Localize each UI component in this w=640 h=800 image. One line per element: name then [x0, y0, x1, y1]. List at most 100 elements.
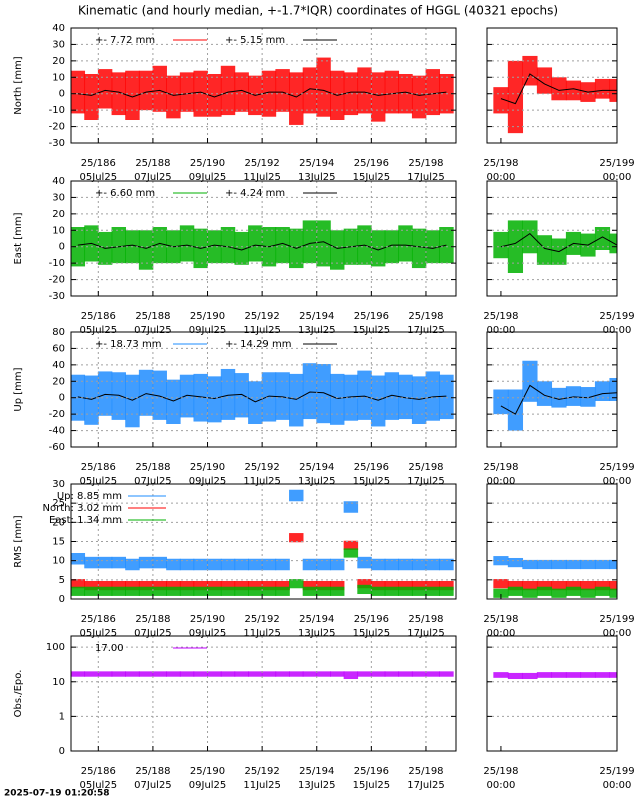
error-band — [275, 586, 290, 596]
legend-label: +- 5.15 mm — [225, 35, 285, 46]
error-band — [411, 75, 427, 119]
error-band — [289, 579, 304, 589]
x-tick-date: 00:00 — [603, 172, 632, 183]
error-band — [261, 586, 277, 596]
error-band — [507, 586, 524, 596]
error-band — [302, 558, 318, 571]
error-band — [71, 553, 86, 565]
error-band — [220, 558, 236, 571]
y-tick-label: 20 — [52, 376, 65, 387]
error-band — [316, 671, 331, 677]
legend-label: +- 18.73 mm — [95, 339, 161, 350]
x-tick-date: 05Jul25 — [80, 476, 118, 487]
error-band — [289, 533, 304, 543]
x-tick-label: 25/196 — [354, 311, 389, 322]
error-band — [248, 580, 263, 591]
legend-label: +- 14.29 mm — [225, 339, 291, 350]
error-band — [536, 586, 553, 596]
error-band — [370, 580, 386, 591]
error-band — [493, 672, 509, 678]
error-band — [330, 586, 345, 596]
error-band — [594, 672, 611, 678]
x-tick-date: 09Jul25 — [189, 172, 227, 183]
error-band — [580, 387, 596, 407]
error-band — [152, 586, 167, 596]
x-tick-label: 25/188 — [135, 158, 170, 169]
error-band — [425, 671, 441, 677]
error-band — [594, 559, 611, 570]
x-tick-label: 25/198 — [483, 462, 518, 473]
error-band — [411, 671, 427, 677]
x-tick-label: 25/198 — [483, 311, 518, 322]
x-tick-label: 25/186 — [81, 311, 116, 322]
x-tick-label: 25/196 — [354, 766, 389, 777]
error-band — [594, 586, 611, 596]
error-band — [536, 559, 553, 570]
error-band — [111, 72, 127, 116]
error-band — [111, 580, 127, 591]
error-band — [166, 75, 181, 119]
legend-label: 17.00 — [95, 643, 124, 654]
y-tick-label: -30 — [49, 138, 65, 149]
error-band — [179, 72, 195, 112]
y-axis-label: East [mm] — [13, 212, 24, 264]
error-band — [125, 70, 140, 120]
median-line — [500, 73, 617, 105]
error-band — [289, 72, 304, 125]
error-band — [179, 671, 195, 677]
frame — [486, 331, 618, 448]
x-tick-date: 00:00 — [487, 325, 516, 336]
x-tick-label: 25/194 — [299, 614, 334, 625]
x-tick-label: 25/186 — [81, 158, 116, 169]
error-band — [439, 227, 454, 264]
error-band — [565, 80, 582, 101]
error-band — [316, 558, 331, 571]
error-band — [522, 672, 538, 680]
error-band — [594, 580, 611, 591]
error-band — [97, 586, 113, 596]
error-band — [370, 586, 386, 596]
y-tick-label: 0 — [59, 242, 65, 253]
x-tick-label: 25/186 — [81, 614, 116, 625]
error-band — [302, 363, 318, 420]
error-band — [152, 370, 167, 420]
error-band — [343, 671, 359, 680]
error-band — [384, 70, 400, 114]
median-line — [500, 232, 617, 253]
x-tick-label: 25/192 — [245, 311, 280, 322]
error-band — [536, 672, 553, 678]
x-tick-label: 25/198 — [483, 614, 518, 625]
error-band — [316, 220, 331, 267]
error-band — [302, 586, 318, 596]
error-band — [398, 374, 413, 420]
error-band — [594, 381, 611, 401]
y-tick-label: 0 — [59, 393, 65, 404]
x-tick-label: 25/186 — [81, 766, 116, 777]
x-tick-label: 25/194 — [299, 462, 334, 473]
median-line — [77, 241, 447, 251]
x-tick-date: 15Jul25 — [353, 780, 391, 791]
error-band — [275, 671, 290, 677]
error-band — [425, 558, 441, 571]
plot-area — [493, 55, 617, 134]
error-band — [330, 558, 345, 571]
error-band — [439, 671, 454, 677]
error-band — [580, 672, 596, 678]
error-band — [316, 364, 331, 424]
y-tick-label: -20 — [49, 275, 65, 286]
error-band — [411, 580, 427, 591]
x-tick-label: 25/199 — [599, 766, 634, 777]
error-band — [125, 558, 140, 571]
x-tick-date: 09Jul25 — [189, 325, 227, 336]
error-band — [289, 373, 304, 427]
x-tick-date: 00:00 — [487, 628, 516, 639]
error-band — [493, 579, 509, 589]
error-band — [166, 580, 181, 591]
error-band — [493, 556, 509, 566]
plot-area — [71, 671, 454, 680]
x-tick-date: 00:00 — [487, 476, 516, 487]
x-tick-label: 25/196 — [354, 614, 389, 625]
error-band — [370, 558, 386, 571]
error-band — [398, 225, 413, 262]
